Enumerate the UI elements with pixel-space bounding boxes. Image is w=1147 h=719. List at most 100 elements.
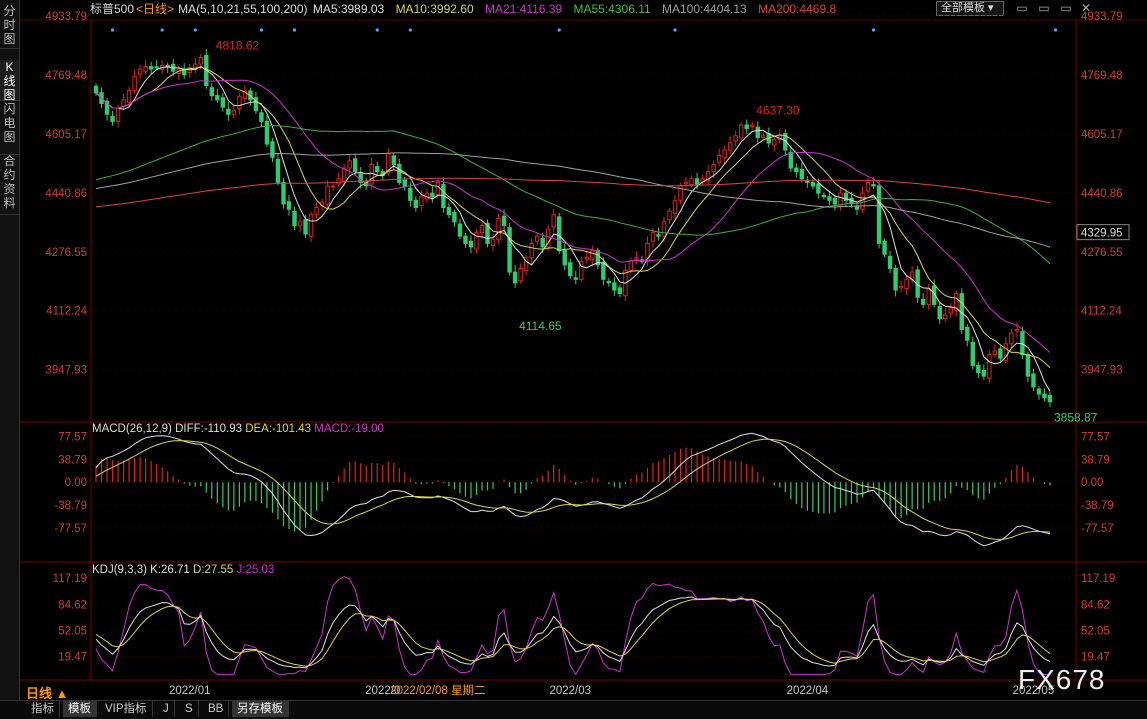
- candle: [843, 192, 849, 201]
- candle: [926, 287, 931, 305]
- macd-ytick-right: 77.57: [1081, 432, 1110, 444]
- tab-timeshare[interactable]: 分时图: [0, 4, 19, 49]
- xaxis-label: 2022/02/08 星期二: [390, 684, 485, 697]
- candle: [744, 124, 749, 130]
- tab-vip-indicators[interactable]: VIP指标: [100, 701, 153, 717]
- tab-indicators[interactable]: 指标: [26, 701, 60, 717]
- macd-ytick-right: -77.57: [1081, 523, 1114, 535]
- all-templates-dropdown[interactable]: 全部模板 ▾: [936, 1, 1004, 16]
- candle: [893, 268, 898, 291]
- tab-kline[interactable]: K线图: [0, 60, 19, 102]
- price-ytick-left: 4605.17: [45, 129, 87, 141]
- candle: [529, 242, 534, 259]
- candle: [347, 160, 352, 169]
- kdj-legend: KDJ(9,3,3) K:26.71 D:27.55 J:25.03: [92, 564, 275, 576]
- candle: [661, 221, 667, 237]
- candle: [534, 235, 540, 242]
- candle: [562, 250, 567, 266]
- candle: [435, 181, 441, 196]
- period-link[interactable]: <日线>: [136, 2, 175, 16]
- grid-layer: [20, 15, 1147, 681]
- candle: [667, 210, 672, 221]
- candle: [904, 278, 909, 290]
- candle: [727, 142, 733, 151]
- price-ytick-left: 3947.93: [45, 365, 87, 377]
- price-ytick-right: 4769.48: [1081, 70, 1123, 82]
- tab-contract-info[interactable]: 合约资料: [0, 154, 19, 215]
- candle: [419, 196, 424, 206]
- kdj-ytick-left: 117.19: [53, 573, 87, 585]
- candle: [292, 210, 297, 227]
- candle: [375, 166, 380, 173]
- candle: [231, 110, 237, 115]
- candle: [523, 257, 529, 272]
- candle: [259, 112, 264, 122]
- candle: [617, 287, 623, 295]
- candle: [827, 196, 832, 201]
- price-ytick-right: 4276.55: [1081, 247, 1123, 259]
- tab-save-template[interactable]: 另存模板: [232, 701, 289, 717]
- candle: [496, 217, 501, 241]
- candle: [838, 192, 843, 207]
- candle: [750, 124, 755, 127]
- candle: [237, 95, 242, 110]
- tab-bb[interactable]: BB: [203, 701, 230, 717]
- candle: [987, 354, 992, 379]
- macd-dea-line: [95, 438, 1051, 541]
- tile-icon[interactable]: ▭: [1038, 1, 1050, 15]
- candle: [270, 141, 275, 158]
- tab-j[interactable]: J: [158, 701, 175, 717]
- candle: [143, 66, 148, 72]
- candle: [694, 178, 700, 185]
- candle: [722, 149, 727, 159]
- kdj-ytick-right: 117.19: [1081, 573, 1115, 585]
- candle: [446, 207, 452, 216]
- candle: [132, 75, 137, 92]
- ma200-value: MA200:4469.8: [758, 2, 837, 16]
- price-ytick-left: 4933.79: [45, 11, 87, 23]
- candle: [1014, 328, 1020, 332]
- candle: [275, 158, 281, 183]
- candle: [656, 234, 661, 237]
- candle: [1042, 393, 1047, 399]
- price-annotation: 4114.65: [519, 319, 562, 333]
- candle: [821, 194, 827, 198]
- candle: [965, 326, 970, 341]
- close-icon[interactable]: ✕: [1080, 1, 1092, 15]
- event-marker: [871, 28, 876, 32]
- candle: [154, 66, 159, 69]
- macd-value: MACD:-19.00: [314, 423, 384, 435]
- ma5-value: MA5:3989.03: [312, 2, 385, 16]
- macd-ytick-left: 77.57: [58, 432, 87, 444]
- candle: [386, 153, 391, 174]
- candle: [512, 271, 518, 284]
- macd-ytick-right: 0.00: [1081, 477, 1103, 489]
- candle: [557, 216, 562, 252]
- price-panel: 4818.62 4114.65 4637.30 3858.87: [93, 28, 1098, 425]
- price-annotation: 4637.30: [756, 103, 800, 117]
- kdj-ytick-left: 19.47: [58, 651, 87, 663]
- candle: [832, 197, 838, 205]
- xaxis-label: 2022/05: [1013, 685, 1055, 697]
- candle: [226, 108, 231, 115]
- candle: [137, 68, 143, 75]
- maximize-icon[interactable]: ▭: [1060, 1, 1072, 15]
- ma-info-bar: 标普500 <日线> MA(5,10,21,55,100,200) MA5:3989…: [90, 0, 844, 18]
- candle: [887, 255, 893, 270]
- price-ytick-right: 4933.79: [1081, 11, 1123, 23]
- price-ytick-right: 4112.24: [1081, 306, 1122, 318]
- tab-s[interactable]: S: [180, 701, 199, 717]
- candle: [628, 260, 634, 271]
- candle: [165, 64, 170, 68]
- macd-ytick-right: 38.79: [1081, 454, 1110, 466]
- tab-lightning[interactable]: 闪电图: [0, 102, 19, 155]
- kdj-ytick-left: 52.05: [58, 625, 87, 637]
- kdj-ytick-left: 84.62: [58, 599, 87, 611]
- period-selector[interactable]: 日线 ▲: [26, 686, 69, 701]
- tab-templates[interactable]: 模板: [63, 701, 97, 717]
- price-annotation: 4818.62: [216, 38, 260, 52]
- current-price-label: 4329.95: [1081, 228, 1123, 240]
- restore-icon[interactable]: ▭: [1016, 1, 1028, 15]
- candle: [430, 192, 435, 198]
